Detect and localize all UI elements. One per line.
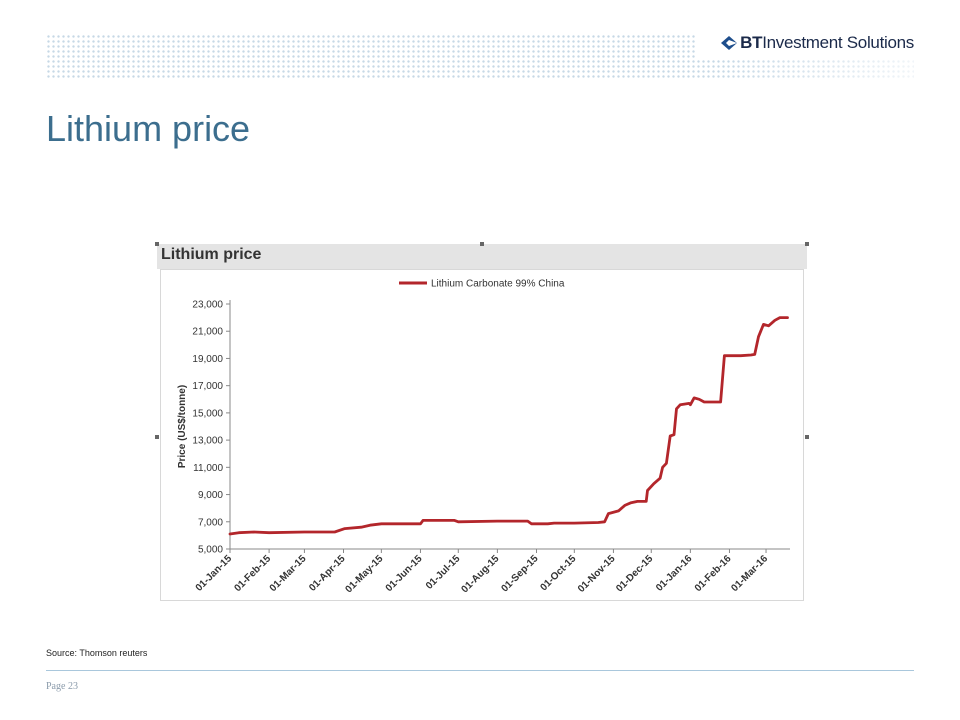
x-tick-label: 01-Feb-15 — [232, 553, 273, 594]
source-note: Source: Thomson reuters — [46, 648, 148, 658]
brand-logo: BT Investment Solutions — [720, 33, 914, 53]
y-tick-label: 15,000 — [192, 408, 223, 419]
x-tick-label: 01-Aug-15 — [460, 553, 502, 595]
chart-plot: 5,000 7,000 9,000 11,000 13,000 15,000 17,000 1… — [177, 279, 790, 595]
page-title: Lithium price — [46, 108, 251, 149]
x-tick-label: 01-Mar-16 — [729, 553, 770, 594]
y-tick-label: 13,000 — [192, 436, 223, 447]
brand-arrow-icon — [721, 36, 738, 50]
resize-handle-top-right[interactable] — [805, 242, 809, 246]
resize-handle-right[interactable] — [805, 435, 809, 439]
series-line — [228, 316, 789, 536]
legend-label: Lithium Carbonate 99% China — [431, 279, 565, 290]
y-tick-label: 21,000 — [192, 327, 223, 338]
x-tick-label: 01-Jun-15 — [384, 553, 425, 594]
x-tick-label: 01-Mar-15 — [268, 553, 309, 594]
y-tick-label: 9,000 — [198, 490, 223, 501]
x-tick-label: 01-Oct-15 — [538, 553, 578, 593]
chart-header: Lithium price — [157, 244, 807, 269]
footer-divider — [46, 670, 914, 671]
x-tick-label: 01-Sep-15 — [499, 553, 540, 594]
y-tick-label: 5,000 — [198, 545, 223, 556]
y-tick-label: 23,000 — [192, 300, 223, 311]
x-tick-label: 01-Dec-15 — [614, 553, 655, 594]
chart-title: Lithium price — [161, 246, 262, 263]
y-tick-label: 17,000 — [192, 381, 223, 392]
page-number: Page 23 — [46, 681, 78, 692]
brand-prefix: BT — [740, 33, 763, 52]
x-tick-label: 01-Nov-15 — [576, 553, 618, 595]
resize-handle-top[interactable] — [480, 242, 484, 246]
x-tick-label: 01-Jan-16 — [654, 553, 695, 594]
y-tick-label: 19,000 — [192, 354, 223, 365]
resize-handle-top-left[interactable] — [155, 242, 159, 246]
x-tick-label: 01-Feb-16 — [693, 553, 734, 594]
brand-suffix: Investment Solutions — [762, 33, 914, 52]
x-tick-label: 01-Jul-15 — [424, 553, 463, 592]
x-tick-label: 01-Jan-15 — [194, 553, 235, 594]
chart-frame[interactable]: Lithium price 5,000 7,000 9,000 11,000 13,00… — [155, 242, 809, 604]
x-tick-label: 01-Apr-15 — [307, 553, 348, 594]
resize-handle-left[interactable] — [155, 435, 159, 439]
y-axis-title: Price (US$/tonne) — [177, 385, 188, 468]
chart-body: 5,000 7,000 9,000 11,000 13,000 15,000 17,000 1… — [160, 269, 804, 601]
y-tick-label: 11,000 — [193, 463, 223, 474]
y-tick-label: 7,000 — [198, 517, 223, 528]
x-tick-label: 01-May-15 — [343, 553, 385, 595]
